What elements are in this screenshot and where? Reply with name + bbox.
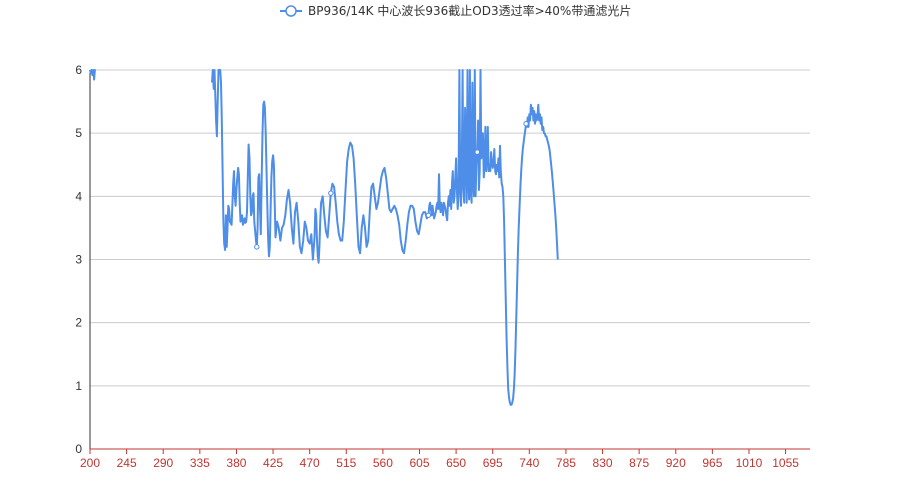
data-point: [474, 149, 480, 155]
x-tick-label: 290: [153, 456, 173, 470]
y-tick-label: 2: [75, 316, 82, 330]
x-tick-label: 245: [117, 456, 137, 470]
x-tick-label: 650: [446, 456, 466, 470]
series-line: [89, 69, 559, 406]
x-tick-label: 920: [666, 456, 686, 470]
y-tick-label: 3: [75, 253, 82, 267]
x-tick-label: 695: [483, 456, 503, 470]
y-tick-label: 6: [75, 63, 82, 77]
x-tick-label: 470: [300, 456, 320, 470]
y-tick-label: 0: [75, 442, 82, 456]
data-point: [254, 244, 260, 250]
x-tick-label: 1010: [736, 456, 763, 470]
y-tick-label: 5: [75, 126, 82, 140]
x-tick-label: 560: [373, 456, 393, 470]
y-tick-label: 1: [75, 379, 82, 393]
x-tick-label: 830: [593, 456, 613, 470]
x-tick-label: 200: [80, 456, 100, 470]
legend-marker-icon[interactable]: [285, 5, 297, 17]
data-point: [523, 120, 529, 127]
x-tick-label: 965: [702, 456, 722, 470]
y-tick-label: 4: [75, 189, 82, 203]
legend-label[interactable]: BP936/14K 中心波长936截止OD3透过率>40%带通滤光片: [308, 3, 631, 18]
legend[interactable]: BP936/14K 中心波长936截止OD3透过率>40%带通滤光片: [280, 3, 631, 18]
x-tick-label: 380: [226, 456, 246, 470]
series-area: [89, 69, 559, 406]
data-point: [425, 212, 432, 218]
x-tick-label: 335: [190, 456, 210, 470]
y-axis: 0 1 2 3 4 5 6: [75, 63, 91, 456]
x-tick-label: 875: [629, 456, 649, 470]
grid-lines: [90, 69, 810, 387]
x-tick-label: 605: [409, 456, 429, 470]
data-point: [328, 190, 334, 196]
x-tick-label: 425: [263, 456, 283, 470]
x-tick-label: 785: [556, 456, 576, 470]
x-tick-label: 515: [336, 456, 356, 470]
x-tick-label: 1055: [772, 456, 799, 470]
x-axis: 200 245 290 335 380 425 470 515 560 605 650 695 740 7…: [80, 448, 810, 470]
x-tick-label: 740: [519, 456, 539, 470]
